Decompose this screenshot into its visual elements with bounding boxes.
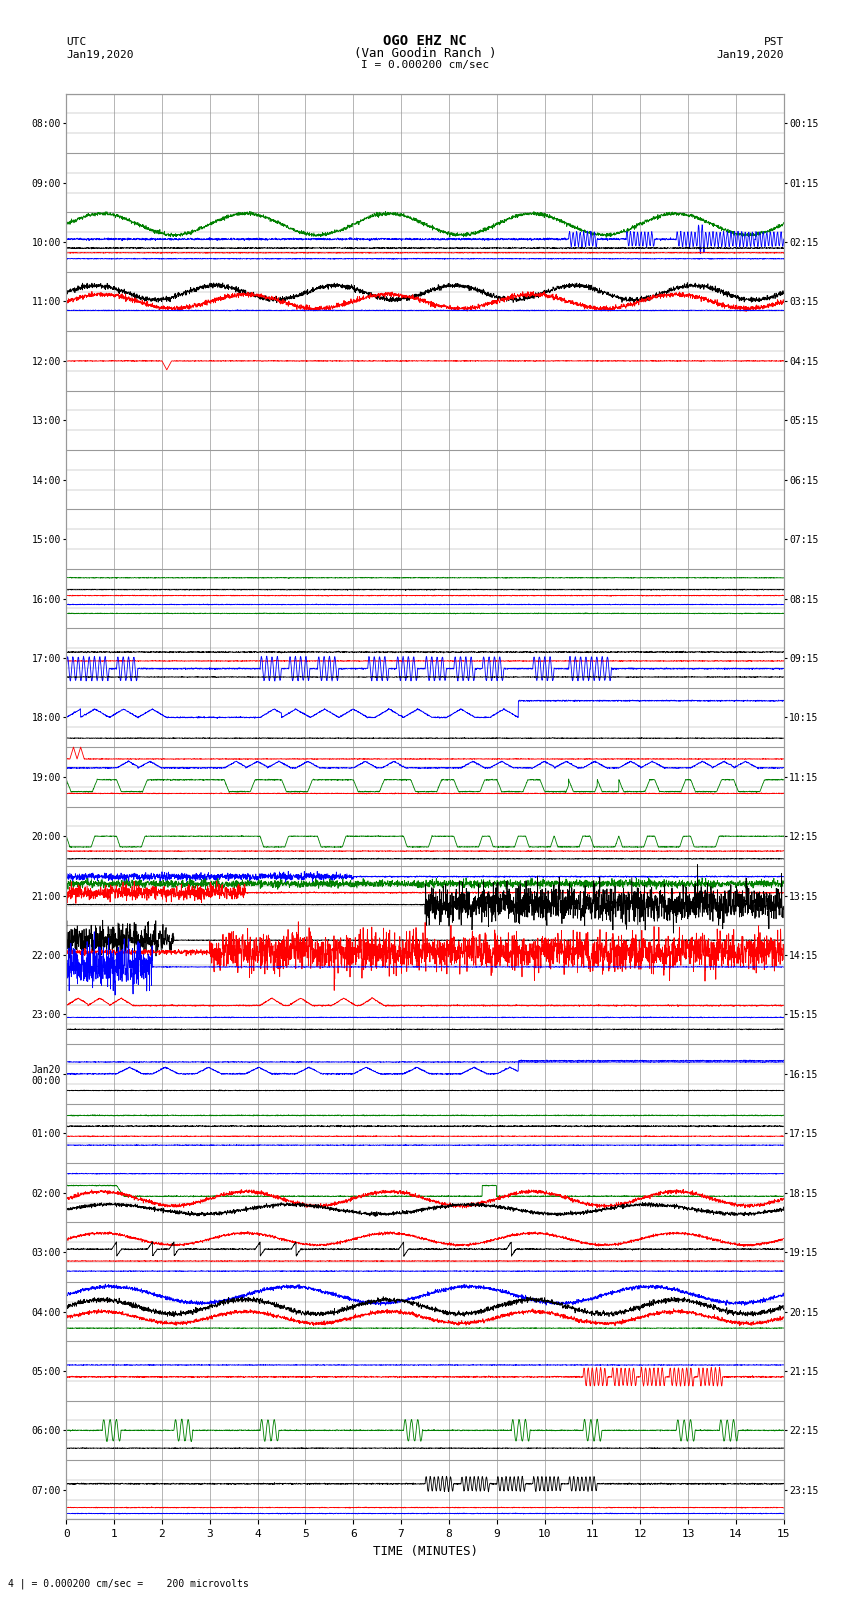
Text: (Van Goodin Ranch ): (Van Goodin Ranch ) — [354, 47, 496, 60]
Text: Jan19,2020: Jan19,2020 — [717, 50, 784, 60]
Text: 4 | = 0.000200 cm/sec =    200 microvolts: 4 | = 0.000200 cm/sec = 200 microvolts — [8, 1578, 249, 1589]
Text: UTC: UTC — [66, 37, 87, 47]
Text: Jan19,2020: Jan19,2020 — [66, 50, 133, 60]
Text: PST: PST — [763, 37, 784, 47]
X-axis label: TIME (MINUTES): TIME (MINUTES) — [372, 1545, 478, 1558]
Text: I = 0.000200 cm/sec: I = 0.000200 cm/sec — [361, 60, 489, 69]
Text: OGO EHZ NC: OGO EHZ NC — [383, 34, 467, 48]
